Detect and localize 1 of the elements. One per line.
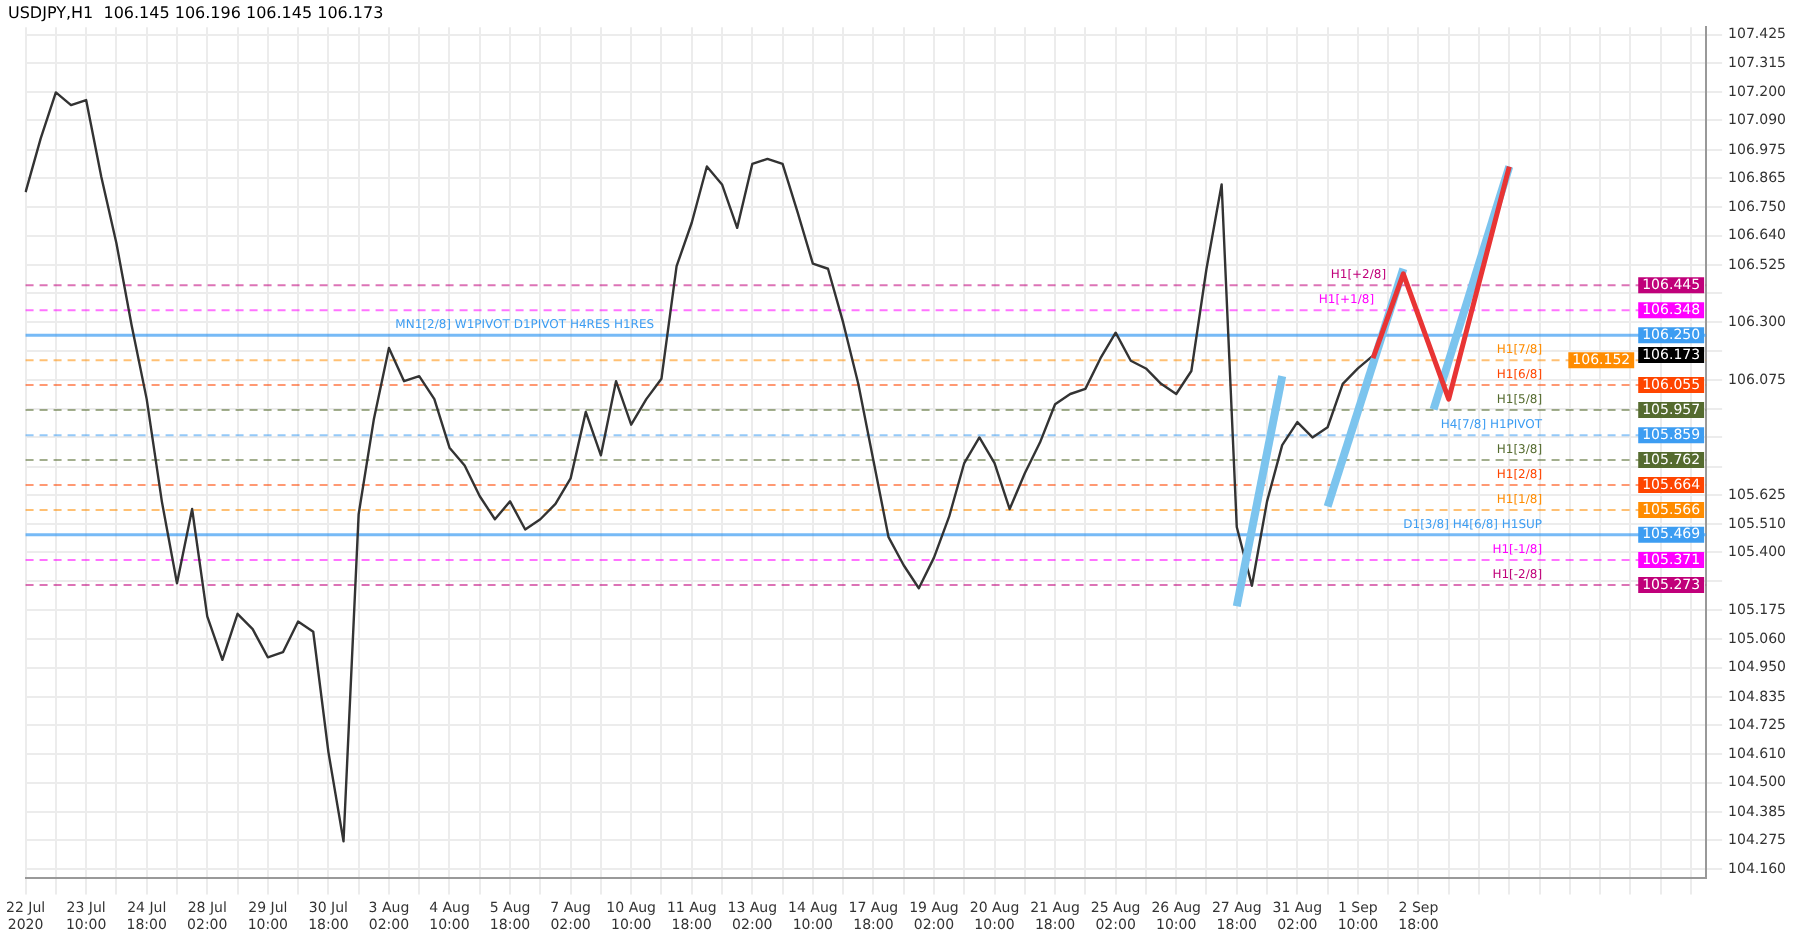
chart-title: USDJPY,H1 106.145 106.196 106.145 106.173 — [8, 3, 384, 22]
